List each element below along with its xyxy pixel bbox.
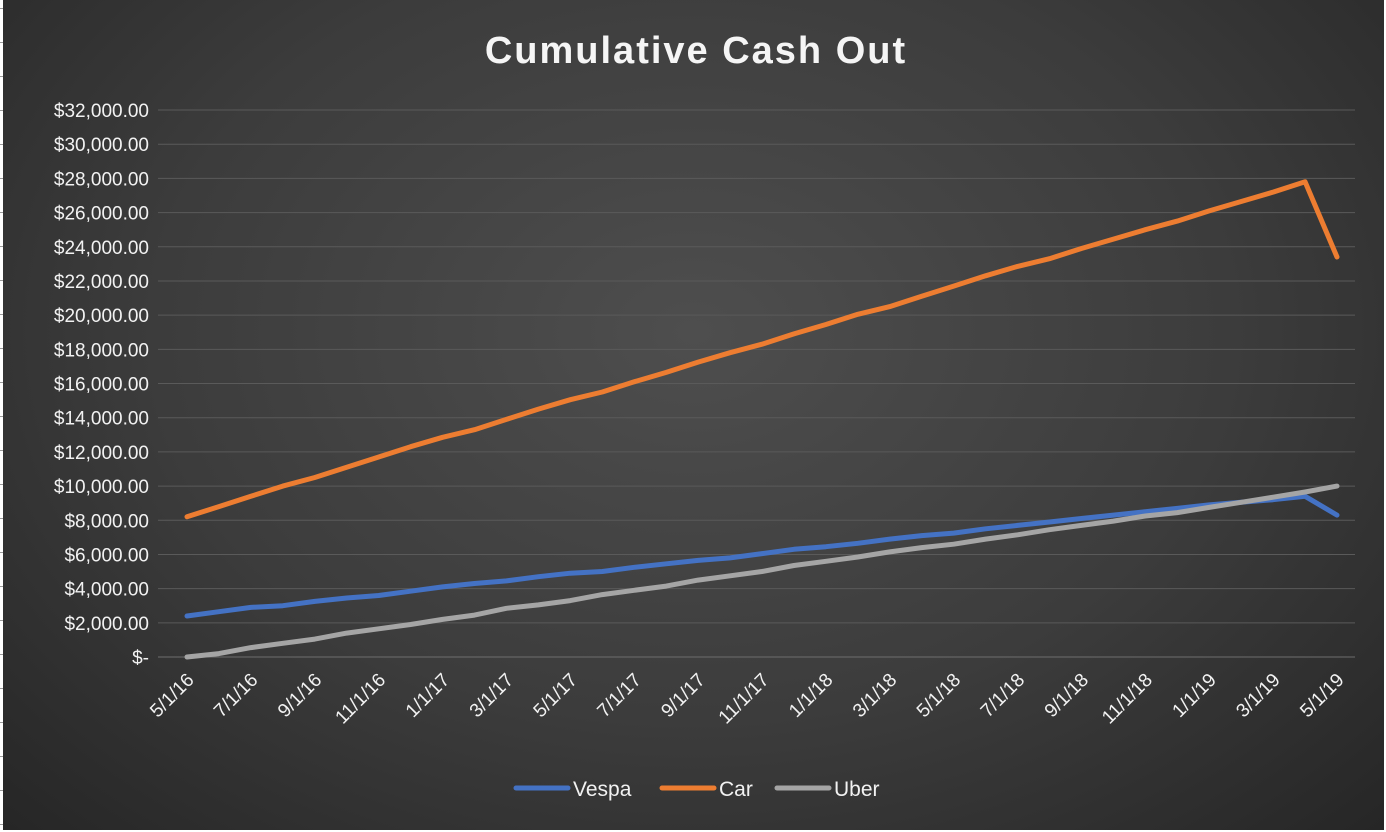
edge-tick	[0, 212, 3, 213]
y-tick-label: $10,000.00	[54, 477, 149, 498]
legend-label-car: Car	[719, 778, 753, 801]
edge-tick	[0, 246, 3, 247]
x-tick-label: 7/1/18	[977, 670, 1029, 722]
line-chart: Cumulative Cash Out $- $2,000.00 $4,000.00…	[54, 30, 1355, 801]
edge-tick	[0, 42, 3, 43]
edge-tick	[0, 722, 3, 723]
edge-tick	[0, 382, 3, 383]
y-tick-label: $26,000.00	[54, 204, 149, 225]
edge-tick	[0, 824, 3, 825]
x-tick-label: 9/1/17	[657, 670, 709, 722]
edge-tick	[0, 790, 3, 791]
x-tick-label: 1/1/17	[402, 670, 454, 722]
edge-tick	[0, 484, 3, 485]
y-tick-label: $30,000.00	[54, 135, 149, 156]
y-axis-tick-labels: $- $2,000.00 $4,000.00 $6,000.00 $8,000.00 $1…	[54, 101, 149, 669]
legend: Vespa Car Uber	[513, 778, 880, 801]
series-line-car	[184, 179, 1340, 520]
y-tick-label: $18,000.00	[54, 340, 149, 361]
edge-tick	[0, 144, 3, 145]
x-tick-label: 11/1/18	[1098, 670, 1157, 729]
y-tick-label: $-	[132, 648, 149, 669]
x-tick-label: 11/1/16	[332, 670, 391, 729]
y-tick-label: $6,000.00	[64, 545, 149, 566]
edge-tick	[0, 110, 3, 111]
edge-tick	[0, 756, 3, 757]
chart-title: Cumulative Cash Out	[485, 30, 907, 72]
x-tick-label: 3/1/17	[466, 670, 518, 722]
gridlines	[158, 109, 1355, 658]
y-tick-label: $32,000.00	[54, 101, 149, 122]
x-tick-label: 7/1/16	[210, 670, 262, 722]
x-tick-label: 3/1/18	[849, 670, 901, 722]
edge-tick	[0, 586, 3, 587]
x-tick-label: 3/1/19	[1232, 670, 1284, 722]
x-tick-label: 9/1/18	[1041, 670, 1093, 722]
edge-tick	[0, 518, 3, 519]
y-tick-label: $14,000.00	[54, 409, 149, 430]
series-line-uber	[184, 483, 1340, 660]
y-tick-label: $16,000.00	[54, 375, 149, 396]
x-tick-label: 5/1/17	[530, 670, 582, 722]
edge-tick	[0, 450, 3, 451]
y-tick-label: $22,000.00	[54, 272, 149, 293]
edge-tick	[0, 552, 3, 553]
legend-label-uber: Uber	[834, 778, 880, 801]
x-tick-label: 5/1/18	[913, 670, 965, 722]
y-tick-label: $8,000.00	[64, 511, 149, 532]
edge-tick	[0, 8, 3, 9]
x-tick-label: 1/1/18	[785, 670, 837, 722]
y-tick-label: $12,000.00	[54, 443, 149, 464]
x-tick-label: 5/1/16	[146, 670, 198, 722]
edge-tick	[0, 280, 3, 281]
edge-tick	[0, 348, 3, 349]
y-tick-label: $4,000.00	[64, 580, 149, 601]
edge-tick	[0, 654, 3, 655]
edge-tick	[0, 178, 3, 179]
x-tick-label: 1/1/19	[1169, 670, 1221, 722]
series-line-vespa	[184, 493, 1340, 619]
x-tick-label: 11/1/17	[715, 670, 774, 729]
edge-tick	[0, 688, 3, 689]
y-tick-label: $2,000.00	[64, 614, 149, 635]
x-tick-label: 9/1/16	[274, 670, 326, 722]
y-tick-label: $20,000.00	[54, 306, 149, 327]
y-tick-label: $24,000.00	[54, 238, 149, 259]
x-tick-label: 7/1/17	[594, 670, 646, 722]
chart-area: Cumulative Cash Out $- $2,000.00 $4,000.00…	[3, 0, 1384, 830]
edge-tick	[0, 416, 3, 417]
edge-tick	[0, 76, 3, 77]
edge-tick	[0, 620, 3, 621]
legend-label-vespa: Vespa	[573, 778, 632, 801]
y-tick-label: $28,000.00	[54, 169, 149, 190]
edge-tick	[0, 314, 3, 315]
x-axis-tick-labels: 5/1/16 7/1/16 9/1/16 11/1/16 1/1/17 3/1/17 5/1…	[146, 670, 1348, 729]
x-tick-label: 5/1/19	[1296, 670, 1348, 722]
series-lines	[184, 179, 1340, 660]
